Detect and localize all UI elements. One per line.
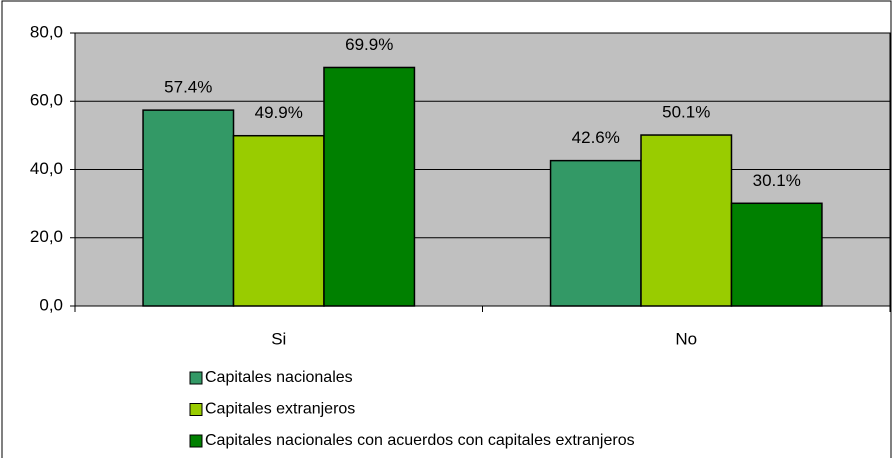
y-tick-label: 0,0	[39, 295, 63, 314]
data-label: 49.9%	[255, 103, 303, 122]
legend-swatch	[189, 403, 203, 416]
bar	[640, 134, 733, 307]
bar	[730, 202, 823, 307]
bar	[142, 109, 235, 307]
y-tick-label: 40,0	[30, 159, 63, 178]
data-label: 30.1%	[753, 171, 801, 190]
y-tick-label: 20,0	[30, 227, 63, 246]
bar	[323, 66, 416, 307]
x-tick-label: Si	[271, 329, 286, 348]
y-tick-label: 60,0	[30, 91, 63, 110]
y-tick-label: 80,0	[30, 22, 63, 41]
bar	[232, 134, 325, 307]
data-label: 57.4%	[164, 78, 212, 97]
legend-label: Capitales extranjeros	[205, 401, 355, 418]
legend-label: Capitales nacionales	[205, 369, 353, 386]
legend-label: Capitales nacionales con acuerdos con ca…	[205, 432, 635, 449]
data-label: 50.1%	[662, 103, 710, 122]
data-label: 69.9%	[345, 35, 393, 54]
legend-swatch	[189, 371, 203, 385]
data-label: 42.6%	[572, 128, 620, 147]
bar	[549, 159, 642, 307]
legend-swatch	[189, 434, 203, 448]
x-tick-label: No	[675, 329, 697, 348]
